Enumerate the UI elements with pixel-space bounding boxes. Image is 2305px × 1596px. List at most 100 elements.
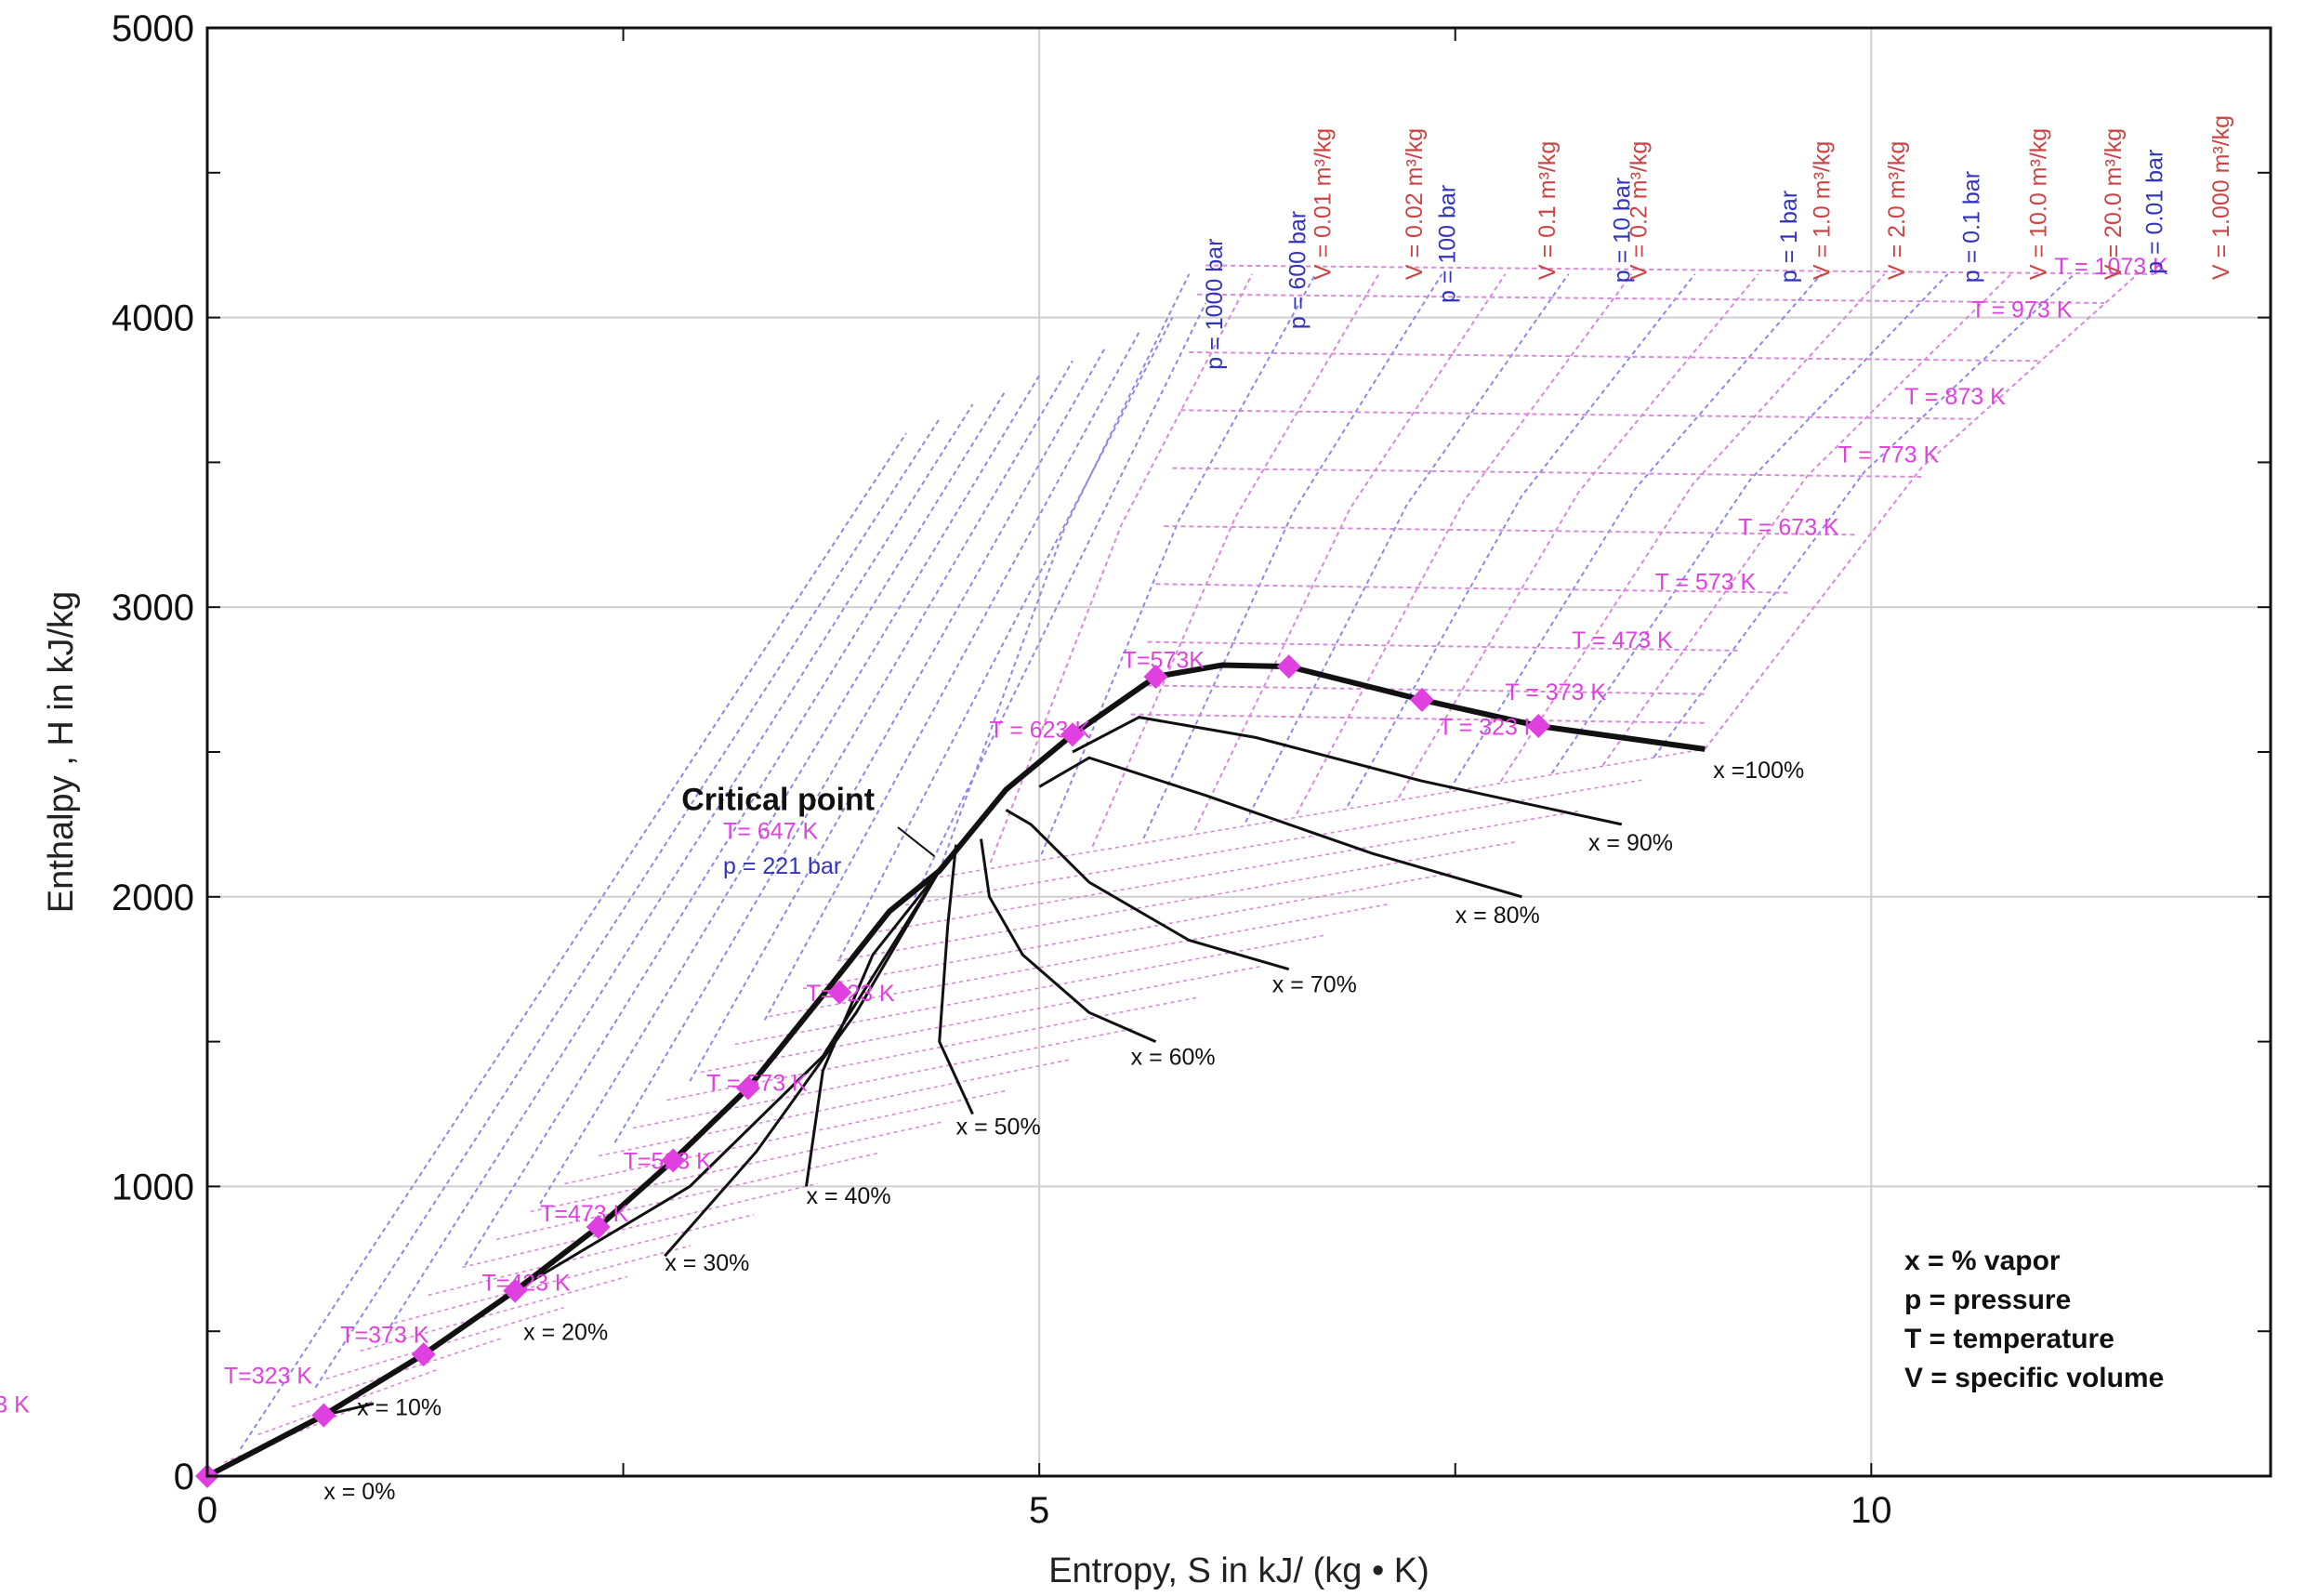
x-tick-label: 0 <box>197 1490 217 1531</box>
isobar-label: p = 10 bar <box>1610 178 1636 283</box>
isochore-label: V = 0.1 m³/kg <box>1534 141 1561 280</box>
y-tick-label: 0 <box>174 1457 194 1497</box>
wet-isobar-line <box>564 1089 1008 1185</box>
temperature-marker <box>1143 664 1168 689</box>
temperature-marker <box>735 1075 760 1101</box>
wet-isobar-line <box>939 748 1706 878</box>
isobar-line <box>464 389 1008 1266</box>
wet-isobar-line <box>836 841 1515 962</box>
quality-zero-label: x = 0% <box>323 1479 395 1505</box>
quality-line <box>1072 716 1623 826</box>
isobar-label: p = 1 bar <box>1776 191 1802 283</box>
quality-label: x = 80% <box>1455 903 1540 929</box>
wet-isobar-line <box>700 965 1262 1074</box>
temperature-marker <box>586 1215 611 1240</box>
x-axis-label: Entropy, S in kJ/ (kg • K) <box>1048 1551 1429 1590</box>
quality-line <box>1038 756 1522 899</box>
wet-isobar-line <box>734 934 1325 1046</box>
isotherm-label: T = 973 K <box>1971 297 2073 323</box>
isobar-isochore-line <box>989 273 1254 864</box>
quality-label: x = 20% <box>523 1320 608 1346</box>
isobar-label: p = 0.1 bar <box>1959 171 1985 283</box>
isobar-isochore-line <box>1142 273 1443 839</box>
temperature-marker <box>827 980 852 1005</box>
quality-lines: x = 10% x = 20% x = 30% x = 40% x = 50% x = 6… <box>206 716 1804 1478</box>
quality-line <box>1005 809 1290 971</box>
temperature-label: T=573K <box>1123 648 1205 674</box>
temperature-marker <box>311 1403 336 1428</box>
isotherm-label: T = 1073 K <box>2054 254 2168 280</box>
quality-label: x = 30% <box>665 1250 749 1276</box>
isotherm-label: T = 873 K <box>1904 384 2006 410</box>
wet-isobar-line <box>462 1182 818 1269</box>
legend-entry: V = specific volume <box>1904 1363 2164 1393</box>
y-tick-label: 3000 <box>112 587 194 628</box>
critical-point-title: Critical point <box>681 782 875 817</box>
y-tick-label: 2000 <box>112 877 194 918</box>
isobar-line <box>763 331 1140 1021</box>
wet-isobar-line <box>632 1027 1135 1129</box>
temperature-label: T=473 K <box>540 1201 629 1227</box>
temperature-marker <box>661 1148 686 1173</box>
isobar-line <box>539 375 1041 1205</box>
quality-label: x = 60% <box>1131 1045 1216 1071</box>
isotherm-line <box>1172 467 1922 478</box>
x-tick-label: 5 <box>1029 1490 1049 1531</box>
isobar-isochore-line <box>1499 273 1886 783</box>
isochore-label: V = 0.02 m³/kg <box>1402 128 1428 280</box>
isotherm-label: T = 573 K <box>1655 570 1757 596</box>
isochore-label: V = 2.0 m³/kg <box>1884 141 1910 280</box>
isobar-isochore-line <box>938 273 1191 872</box>
isobar-isochore-line <box>1704 273 2139 750</box>
isochore-label: V = 20.0 m³/kg <box>2101 128 2127 280</box>
legend-entry: T = temperature <box>1904 1324 2114 1354</box>
isobar-line <box>239 432 907 1450</box>
wet-isobar-line <box>496 1152 881 1241</box>
quality-line <box>805 869 941 1187</box>
temperature-label: T=373 K <box>340 1323 429 1349</box>
wet-isobar-line <box>360 1275 628 1352</box>
quality-label: x = 90% <box>1588 830 1673 856</box>
wet-isobar-line <box>530 1120 945 1213</box>
temperature-marker <box>503 1278 528 1303</box>
isotherm-label: T = 373 K <box>1505 679 1606 706</box>
isotherm-line <box>1130 713 1706 724</box>
isotherm-line <box>1147 640 1739 652</box>
temperature-marker <box>1409 687 1434 712</box>
wet-isobar-line <box>769 904 1389 1018</box>
isobar-label: p = 100 bar <box>1435 185 1461 303</box>
isobar-isochore-line <box>1550 273 1949 774</box>
quality-label: x = 10% <box>357 1395 441 1421</box>
isobar-line <box>838 317 1174 959</box>
temperature-label: T=523 K <box>624 1149 713 1175</box>
isobar-line <box>389 403 974 1327</box>
critical-point-temperature: T= 647 K <box>723 818 818 844</box>
isotherm-label: T = 673 K <box>1738 514 1839 540</box>
isobar-label: p = 1000 bar <box>1202 239 1228 370</box>
isochore-label: V = 1.000 m³/kg <box>2208 115 2234 280</box>
saturation-curve-group: x = 0% <box>205 662 1706 1505</box>
legend: x = % vapor p = pressure T = temperature V … <box>1904 1246 2164 1393</box>
temperature-label: T=423 K <box>481 1271 571 1297</box>
wet-isobar-line <box>599 1058 1072 1157</box>
temperature-label: T = 623 K <box>989 717 1090 743</box>
isotherm-line <box>1139 684 1706 695</box>
y-tick-label: 1000 <box>112 1167 194 1207</box>
temperature-marker <box>1526 713 1551 738</box>
temperature-label: T=323 K <box>224 1363 313 1389</box>
x-tick-label: 10 <box>1851 1490 1892 1531</box>
isobar-label: p = 600 bar <box>1285 211 1311 329</box>
isobar-isochore-line <box>1398 273 1759 798</box>
isobar-isochore-line <box>1296 273 1633 815</box>
isotherm-line <box>1197 293 2105 304</box>
temperature-label: T=273 K <box>0 1392 30 1418</box>
temperature-marker <box>1060 722 1085 747</box>
isochore-label: V = 10.0 m³/kg <box>2025 128 2051 280</box>
isobar-isochore-line <box>1448 273 1823 791</box>
quality-line <box>938 844 974 1115</box>
y-tick-label: 4000 <box>112 298 194 339</box>
wet-isobar-line <box>223 1400 375 1464</box>
quality-line <box>664 870 941 1258</box>
isochore-label: V = 1.0 m³/kg <box>1810 141 1836 280</box>
